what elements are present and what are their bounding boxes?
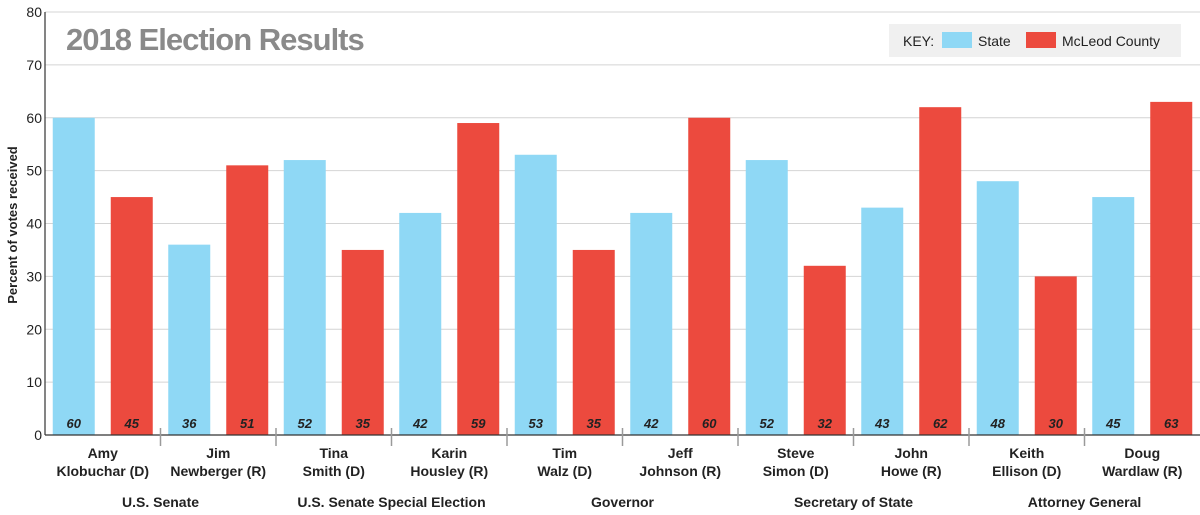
x-tick-label: Tina	[319, 445, 348, 461]
bar-value-label: 48	[990, 416, 1006, 431]
bar-state	[52, 117, 95, 435]
bar-value-label: 45	[1105, 416, 1121, 431]
bar-value-label: 60	[67, 416, 82, 431]
bar-value-label: 62	[933, 416, 948, 431]
y-tick-label: 60	[26, 110, 42, 126]
bar-state	[861, 207, 904, 435]
bar-value-label: 35	[587, 416, 602, 431]
bar-state	[399, 212, 442, 435]
bar-mcleod-county	[226, 165, 269, 435]
y-axis-label: Percent of votes received	[5, 146, 20, 304]
bar-value-label: 51	[240, 416, 254, 431]
bar-value-label: 53	[529, 416, 544, 431]
bar-value-label: 59	[471, 416, 486, 431]
chart-title: 2018 Election Results	[66, 22, 364, 57]
y-tick-label: 50	[26, 163, 42, 179]
x-tick-label: Housley (R)	[410, 463, 488, 479]
y-tick-label: 30	[26, 268, 42, 284]
bar-value-label: 63	[1164, 416, 1179, 431]
y-tick-label: 80	[26, 4, 42, 20]
x-tick-label: Walz (D)	[537, 463, 592, 479]
group-label: U.S. Senate	[122, 494, 199, 510]
label-layer: 60 45 Amy Klobuchar (D) 36 51 Jim Newberger (R)…	[56, 416, 1182, 510]
y-tick-label: 10	[26, 374, 42, 390]
group-label: Secretary of State	[794, 494, 913, 510]
legend-swatch-state	[942, 32, 972, 48]
x-tick-label: Jim	[206, 445, 230, 461]
bar-value-label: 43	[874, 416, 890, 431]
grid-layer	[45, 11, 1200, 383]
x-tick-label: John	[895, 445, 928, 461]
bar-value-label: 35	[356, 416, 371, 431]
x-tick-label: Steve	[777, 445, 815, 461]
x-tick-label: Wardlaw (R)	[1102, 463, 1182, 479]
group-label: Governor	[591, 494, 655, 510]
x-tick-label: Tim	[552, 445, 577, 461]
bar-value-label: 52	[760, 416, 775, 431]
x-tick-label: Howe (R)	[881, 463, 942, 479]
x-tick-label: Smith (D)	[303, 463, 365, 479]
x-tick-label: Karin	[431, 445, 467, 461]
bar-value-label: 30	[1049, 416, 1064, 431]
bar-value-label: 42	[412, 416, 428, 431]
bar-mcleod-county	[110, 197, 153, 435]
bar-layer	[52, 101, 1193, 436]
bar-value-label: 36	[182, 416, 197, 431]
x-tick-label: Klobuchar (D)	[56, 463, 149, 479]
y-tick-label: 20	[26, 321, 42, 337]
bar-state	[976, 181, 1019, 435]
bar-mcleod-county	[457, 123, 500, 435]
bar-mcleod-county	[341, 249, 384, 435]
bar-state	[283, 160, 326, 436]
bar-mcleod-county	[1034, 276, 1077, 435]
y-tick-label: 40	[26, 216, 42, 232]
x-tick-label: Johnson (R)	[639, 463, 721, 479]
bar-state	[168, 244, 211, 435]
legend-key-label: KEY:	[903, 33, 934, 49]
axis-layer: 0 10 20 30 40 50 60 70 80	[26, 4, 1200, 446]
bar-mcleod-county	[803, 265, 846, 435]
x-tick-label: Amy	[88, 445, 119, 461]
bar-value-label: 60	[702, 416, 717, 431]
x-tick-label: Newberger (R)	[170, 463, 266, 479]
bar-mcleod-county	[572, 249, 615, 435]
bar-mcleod-county	[1150, 101, 1193, 435]
bar-state	[514, 154, 557, 435]
bar-mcleod-county	[919, 107, 962, 436]
bar-value-label: 42	[643, 416, 659, 431]
bar-state	[1092, 197, 1135, 435]
group-label: U.S. Senate Special Election	[297, 494, 485, 510]
x-tick-label: Ellison (D)	[992, 463, 1061, 479]
legend-swatch-mcleod	[1026, 32, 1056, 48]
group-label: Attorney General	[1028, 494, 1142, 510]
bar-value-label: 52	[298, 416, 313, 431]
bar-state	[630, 212, 673, 435]
x-tick-label: Simon (D)	[763, 463, 829, 479]
x-tick-label: Doug	[1124, 445, 1160, 461]
legend-label-state: State	[978, 33, 1011, 49]
x-tick-label: Keith	[1009, 445, 1044, 461]
legend: KEY: State McLeod County	[889, 24, 1181, 57]
y-tick-label: 70	[26, 57, 42, 73]
x-tick-label: Jeff	[668, 445, 693, 461]
bar-value-label: 45	[124, 416, 140, 431]
y-tick-label: 0	[34, 427, 42, 443]
bar-state	[745, 160, 788, 436]
bar-value-label: 32	[818, 416, 833, 431]
bar-mcleod-county	[688, 117, 731, 435]
legend-label-mcleod: McLeod County	[1062, 33, 1160, 49]
